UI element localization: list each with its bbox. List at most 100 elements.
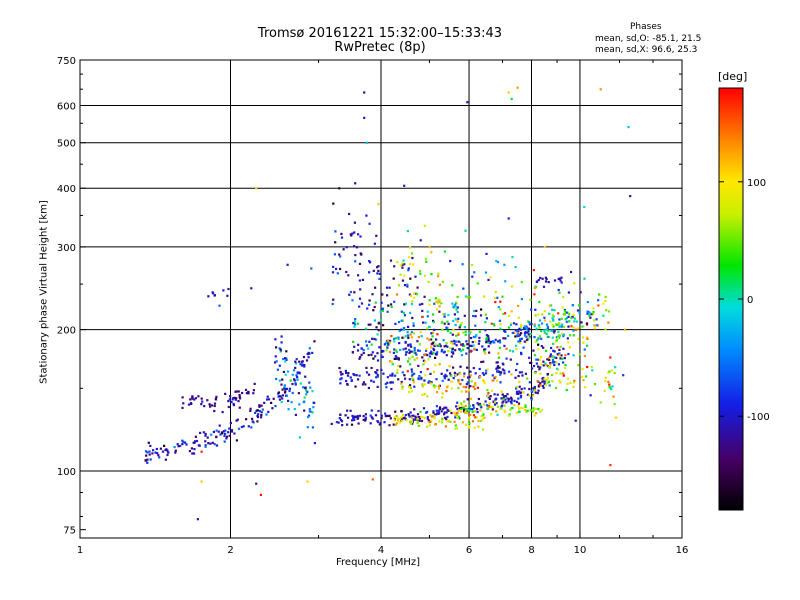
data-point — [417, 335, 420, 339]
data-point — [309, 386, 312, 389]
data-point — [500, 407, 503, 410]
data-point — [413, 358, 416, 361]
data-point — [518, 407, 521, 410]
data-point — [475, 334, 478, 337]
data-point — [537, 313, 540, 316]
data-point — [397, 357, 400, 360]
data-point — [476, 282, 479, 285]
data-point — [469, 344, 472, 347]
data-point — [215, 444, 219, 447]
data-point — [265, 413, 268, 416]
data-point — [483, 348, 486, 351]
data-point — [510, 399, 513, 402]
data-point — [420, 335, 423, 338]
data-point — [447, 322, 450, 325]
data-point — [227, 431, 230, 434]
data-point — [443, 411, 446, 414]
data-point — [506, 393, 509, 396]
data-point — [488, 405, 491, 409]
data-point — [446, 369, 449, 372]
data-point — [307, 416, 310, 419]
data-point — [416, 349, 420, 352]
data-point — [528, 381, 531, 384]
data-point — [572, 385, 575, 388]
data-point — [421, 356, 424, 359]
data-point — [351, 351, 354, 354]
data-point — [395, 357, 399, 360]
data-point — [165, 448, 168, 451]
data-point — [604, 376, 607, 379]
data-point — [441, 328, 444, 331]
data-point — [365, 214, 368, 217]
data-point — [365, 340, 368, 343]
data-point — [523, 332, 527, 335]
data-point — [425, 425, 429, 428]
data-point — [510, 397, 513, 400]
data-point — [361, 383, 364, 386]
data-point — [305, 393, 308, 396]
data-point — [415, 293, 418, 296]
data-point — [490, 322, 493, 325]
data-point — [443, 413, 446, 416]
data-point — [521, 374, 524, 377]
data-point — [437, 298, 440, 301]
data-point — [539, 382, 542, 385]
data-point — [407, 267, 410, 270]
data-point — [193, 398, 196, 401]
data-point — [454, 424, 457, 427]
data-point — [266, 395, 269, 398]
data-point — [421, 385, 424, 388]
data-point — [200, 450, 203, 453]
data-point — [427, 358, 430, 361]
data-point — [253, 382, 256, 385]
data-point — [466, 366, 469, 369]
data-point — [404, 335, 407, 338]
data-point — [361, 278, 364, 281]
data-point — [181, 406, 184, 409]
data-point — [380, 368, 383, 371]
data-point — [284, 387, 287, 390]
data-point — [461, 404, 464, 407]
data-point — [472, 344, 475, 347]
data-point — [558, 354, 561, 357]
data-point — [389, 339, 392, 342]
data-point — [296, 371, 299, 374]
data-point — [202, 431, 205, 434]
data-point — [523, 334, 527, 337]
data-point — [368, 271, 371, 274]
data-point — [210, 433, 213, 436]
data-point — [608, 383, 611, 386]
data-point — [574, 328, 577, 331]
data-point — [534, 391, 537, 394]
data-point — [416, 286, 419, 289]
y-axis-label: Stationary phase Virtual Height [km] — [38, 200, 50, 384]
data-point — [552, 315, 555, 318]
data-point — [508, 413, 511, 416]
data-point — [514, 335, 517, 338]
data-point — [540, 337, 543, 340]
data-point — [390, 360, 393, 364]
data-point — [352, 322, 355, 325]
data-point — [396, 419, 400, 422]
data-point — [501, 368, 504, 371]
data-point — [542, 360, 545, 363]
data-point — [534, 371, 537, 375]
data-point — [548, 304, 551, 307]
data-point — [185, 443, 188, 446]
data-point — [623, 328, 627, 331]
data-point — [438, 305, 441, 308]
data-point — [411, 378, 414, 381]
data-point — [629, 195, 632, 198]
data-point — [524, 372, 527, 375]
data-point — [588, 314, 591, 317]
data-point — [250, 287, 253, 290]
data-point — [442, 339, 445, 342]
data-point — [151, 452, 154, 455]
data-point — [228, 398, 231, 401]
data-point — [435, 353, 438, 356]
data-point — [464, 410, 467, 413]
data-point — [339, 370, 342, 374]
data-point — [450, 355, 453, 358]
data-point — [454, 318, 457, 321]
data-point — [493, 341, 496, 344]
